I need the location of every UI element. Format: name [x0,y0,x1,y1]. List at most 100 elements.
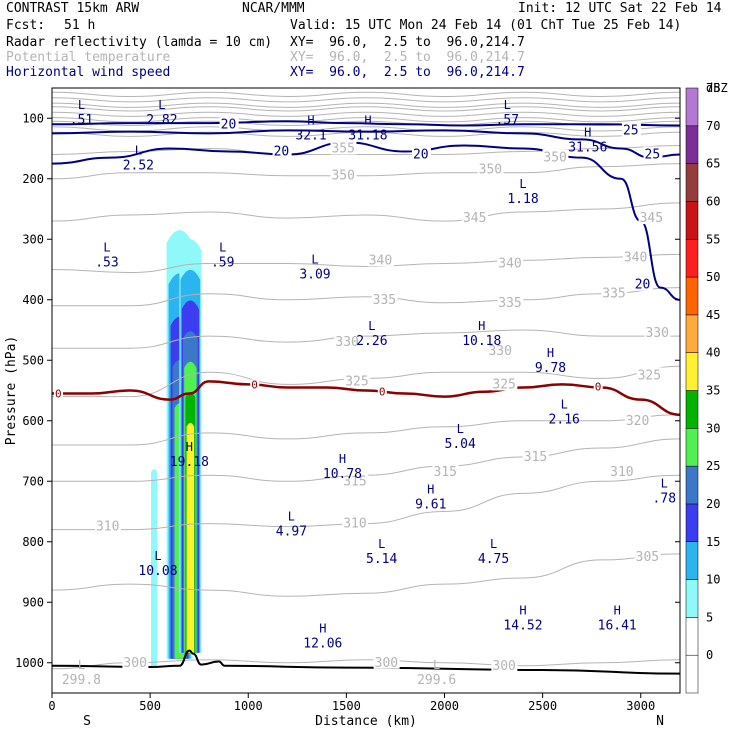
colorbar-label: 35 [706,384,720,398]
valid-time: Valid: 15 UTC Mon 24 Feb 14 (01 ChT Tue … [290,18,682,33]
x-tick-label: 1500 [332,699,361,713]
theta-label: 315 [434,465,457,480]
y-tick-label: 200 [22,172,44,186]
field-xy-wind: XY= 96.0, 2.5 to 96.0,214.7 [290,65,525,80]
terrain-line [51,649,681,675]
x-tick-label: 3000 [626,699,655,713]
extremum-value: 2.82 [146,113,177,128]
extremum-type-H: H [339,452,346,466]
colorbar-swatch-35 [685,390,699,429]
extremum-value: .51 [70,113,93,128]
reflectivity-shade-10 [151,469,158,666]
wind-label-bg [272,143,292,158]
extremum-type-H: H [364,113,371,127]
colorbar-label: 15 [706,535,720,549]
colorbar-label: 70 [706,119,720,133]
contour-labels: 355 350 350 350 345 345 340 340 340 335 335 335 330 3… [62,98,676,688]
extremum-type-L: L [288,510,295,524]
extremum-value: 19.18 [170,455,209,470]
upper-isentrope [51,126,681,132]
extremum-value: 5.04 [445,437,476,452]
extremum-type-L: L [504,98,511,112]
theta-label-bg [432,464,459,479]
theta-label-bg [122,654,149,669]
terrain-surface-line [51,649,681,675]
extremum-type-H: H [547,346,554,360]
x-tick-label: 1000 [234,699,263,713]
theta-label: 345 [463,211,486,226]
y-tick-label: 1000 [15,656,44,670]
colorbar-label: 50 [706,270,720,284]
extremum-value: 10.78 [323,467,362,482]
colorbar-swatch-50 [685,276,699,316]
field-name-theta: Potential temperature [6,50,171,65]
colorbar-swatch-55 [685,239,699,278]
colorbar-swatch-20 [685,503,699,542]
extremum-type-L: L [219,240,226,254]
wind-label: 20 [274,145,290,160]
theta-label: 325 [345,374,368,389]
theta-label: 335 [373,293,396,308]
extremum-value: .78 [653,491,676,506]
theta-contours [51,145,681,670]
colorbar-label: 10 [706,573,720,587]
theta-label: 340 [498,256,521,271]
theta-label: 340 [624,250,647,265]
colorbar-swatch-0 [685,654,699,694]
theta-label: 335 [602,287,625,302]
colorbar-label: 0 [706,648,713,662]
field-name-reflectivity: Radar reflectivity (lamda = 10 cm) [6,35,273,50]
extremum-type-L: L [78,658,85,672]
colorbar-swatch-45 [685,314,699,353]
colorbar-swatch-30 [685,428,699,467]
extremum-type-L: L [311,252,318,266]
extremum-value: .53 [95,255,118,270]
theta-label: 310 [610,465,633,480]
freezing-level-line [52,380,681,416]
extremum-type-L: L [103,240,110,254]
colorbar-label: 75 [706,81,720,95]
theta-label-bg [638,210,665,225]
theta-label-bg [622,249,649,264]
y-tick-label: 700 [22,474,44,488]
colorbar-swatch-70 [685,125,699,164]
x-axis-label: Distance (km) [315,714,417,729]
theta-label: 340 [369,253,392,268]
field-name-wind: Horizontal wind speed [6,65,171,80]
colorbar-label: 30 [706,421,720,435]
theta-label: 355 [331,142,354,157]
wind-label-bg [411,146,431,161]
theta-label-bg [371,291,398,306]
wind-label: 20 [635,278,651,293]
theta-label-bg [624,412,651,427]
theta-label-bg [477,161,504,176]
model-name: CONTRAST 15km ARW [6,1,140,16]
colorbar-label: 40 [706,346,720,360]
extremum-type-L: L [561,398,568,412]
theta-label: 305 [636,550,659,565]
x-tick-label: 2000 [430,699,459,713]
theta-contour-305 [51,553,681,597]
theta-label-bg [334,334,361,349]
wind-label-bg [621,122,641,137]
freezing-level-label: 0 [251,378,258,391]
theta-contour-335 [51,287,681,307]
y-tick-label: 900 [22,595,44,609]
colorbar-label: 5 [706,610,713,624]
theta-label-bg [330,167,357,182]
colorbar-unit: dBZ [706,81,728,95]
freezing-label-bg [54,388,63,399]
colorbar-swatch-5 [685,617,699,656]
upper-isentrope [51,117,681,123]
wind-label: 20 [413,148,429,163]
extremum-type-H: H [478,319,485,333]
freezing-level-label: 0 [55,388,62,401]
extremum-value: 31.56 [568,140,607,155]
theta-label: 315 [343,474,366,489]
extremum-type-L: L [158,98,165,112]
extremum-value: 3.09 [299,267,330,282]
x-tick-label: 500 [139,699,161,713]
extremum-value: 299.6 [417,673,456,688]
extremum-type-H: H [614,603,621,617]
